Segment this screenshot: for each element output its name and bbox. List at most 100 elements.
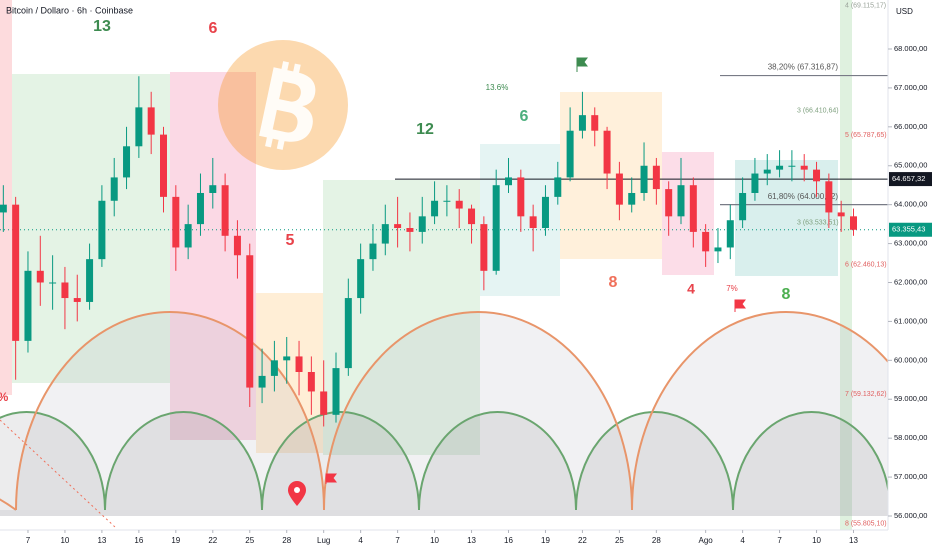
x-tick-label: 4	[358, 536, 363, 545]
y-tick-label: 65.000,00	[894, 161, 927, 170]
x-tick-label: 10	[812, 536, 821, 545]
candle-body	[246, 255, 254, 388]
candle-body	[135, 107, 143, 147]
candle-body	[850, 216, 858, 230]
level-label: 5 (65.787,65)	[845, 132, 887, 139]
candle-body	[344, 298, 352, 369]
pin-dot	[294, 487, 300, 493]
candle-body	[357, 259, 365, 299]
pin	[288, 481, 306, 506]
flag	[734, 299, 746, 312]
candle-body	[652, 165, 660, 190]
band	[0, 510, 888, 516]
candle-body	[221, 185, 229, 236]
x-tick-label: Ago	[699, 536, 714, 545]
arc	[323, 311, 633, 511]
y-tick-label: 68.000,00	[894, 44, 927, 53]
annotation: 7%	[726, 284, 738, 293]
candle-body	[418, 216, 426, 232]
candle-body	[566, 130, 574, 178]
arc	[104, 411, 263, 511]
arc-fill	[632, 312, 888, 510]
candle-body	[258, 375, 266, 388]
y-tick-label: 63.000,00	[894, 239, 927, 248]
x-tick-label: 10	[60, 536, 69, 545]
plot-area: 38,20% (67.316,87) 61,80% (64.000,42) 4 (6…	[0, 0, 888, 530]
arc	[0, 411, 106, 511]
candle-body	[24, 270, 32, 341]
level-label: 8 (55.805,10)	[845, 520, 887, 527]
candle-body	[468, 208, 476, 225]
x-tick-label: 22	[578, 536, 587, 545]
candle-body	[332, 368, 340, 415]
candle-body	[394, 224, 402, 229]
axes: 56.000,00 57.000,00 58.000,00 59.000,00 60.0…	[26, 44, 932, 545]
candle-body	[455, 200, 463, 209]
level-label: 4 (69.115,17)	[845, 2, 886, 9]
x-tick-label: 25	[245, 536, 254, 545]
x-tick-label: 16	[504, 536, 513, 545]
candle-body	[480, 224, 488, 271]
price-badge	[889, 222, 932, 237]
arc	[261, 411, 420, 511]
annotation: 6	[520, 108, 529, 125]
candle-body	[160, 134, 168, 197]
level-label: 7 (59.132,62)	[845, 391, 887, 398]
arc	[631, 311, 888, 511]
x-tick-label: 28	[652, 536, 661, 545]
annotation: 13.6%	[486, 83, 509, 92]
x-tick-label: Lug	[317, 536, 330, 545]
arc	[15, 311, 325, 511]
zone	[0, 0, 12, 395]
x-tick-label: 28	[282, 536, 291, 545]
candle-body	[443, 200, 451, 202]
price-badge	[889, 172, 932, 187]
y-tick-label: 67.000,00	[894, 83, 927, 92]
candle-body	[751, 173, 759, 193]
fib-label: 38,20% (67.316,87)	[768, 63, 839, 72]
arc-fill	[576, 412, 733, 510]
y-tick-label: 58.000,00	[894, 433, 927, 442]
price-badge-label: 63.355,43	[892, 225, 925, 234]
candle-body	[209, 185, 217, 193]
candle-body	[147, 107, 155, 135]
candle-body	[578, 115, 586, 131]
y-axis-bg	[888, 0, 932, 550]
candle-body	[431, 200, 439, 217]
x-tick-label: 16	[134, 536, 143, 545]
flag	[325, 473, 337, 484]
candle-body	[554, 177, 562, 197]
candle-body	[677, 185, 685, 217]
x-tick-label: 25	[615, 536, 624, 545]
y-tick-label: 64.000,00	[894, 200, 927, 209]
zone	[735, 160, 838, 276]
x-tick-label: 7	[395, 536, 400, 545]
x-tick-label: 4	[740, 536, 745, 545]
y-tick-label: 61.000,00	[894, 316, 927, 325]
candle-body	[49, 282, 57, 284]
level-label: 3 (66.410,64)	[797, 108, 839, 115]
candle-body	[196, 192, 204, 225]
zone	[170, 72, 256, 440]
flag	[576, 57, 588, 72]
arc-fill	[105, 412, 262, 510]
candle-body	[541, 196, 549, 229]
candle-body	[702, 231, 710, 252]
y-tick-label: 56.000,00	[894, 511, 927, 520]
x-tick-label: 13	[467, 536, 476, 545]
candle-body	[529, 216, 537, 229]
price-badge-label: 64.657,32	[892, 174, 925, 183]
candle-body	[763, 169, 771, 174]
candles	[0, 76, 858, 427]
candle-body	[800, 165, 808, 170]
y-tick-label: 57.000,00	[894, 472, 927, 481]
candle-body	[61, 282, 69, 299]
candle-body	[307, 372, 315, 392]
candle-body	[492, 185, 500, 271]
x-tick-label: 19	[171, 536, 180, 545]
candle-body	[12, 204, 20, 341]
candle-body	[172, 196, 180, 248]
zone	[12, 74, 170, 383]
x-tick-label: 13	[97, 536, 106, 545]
candle-body	[813, 169, 821, 182]
